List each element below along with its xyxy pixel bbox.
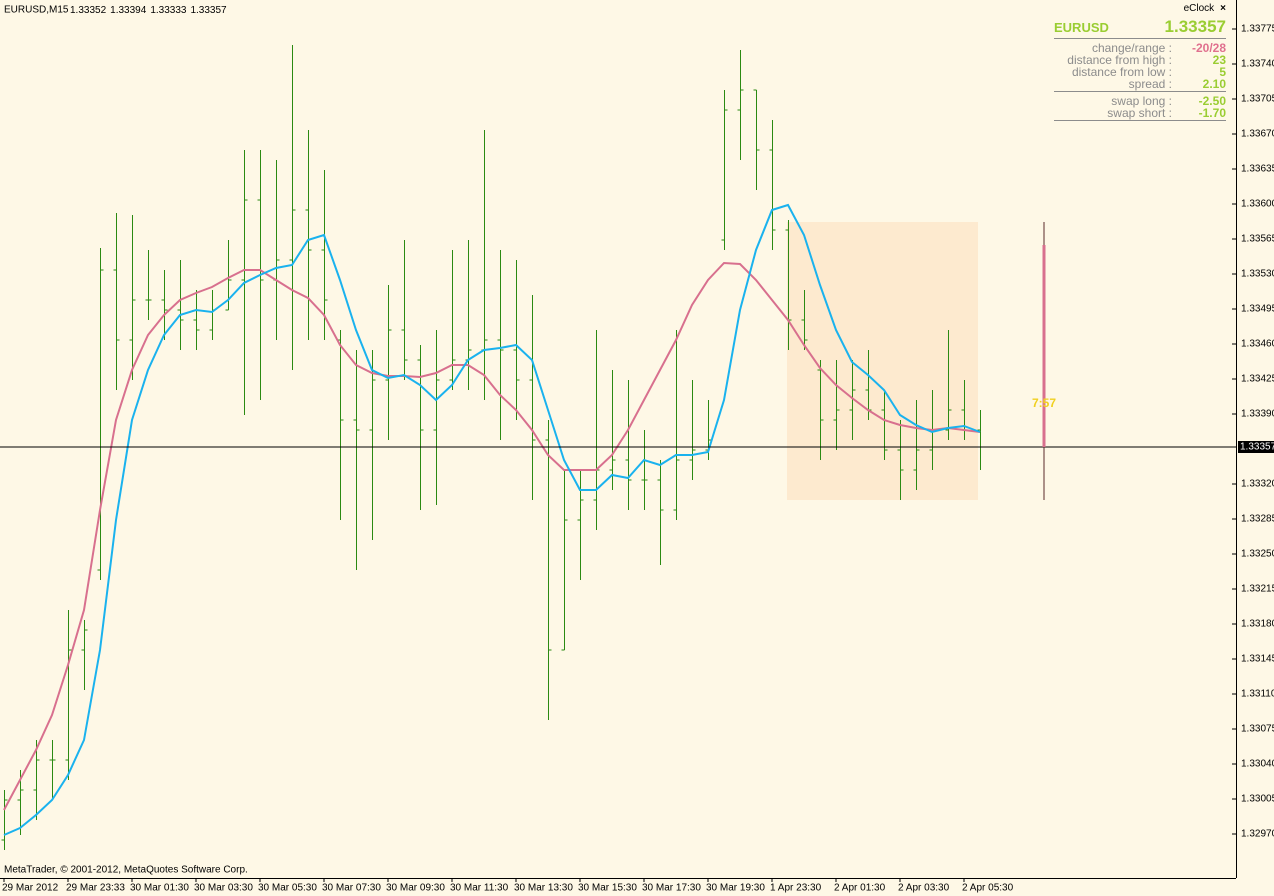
stat-value: -20/28 <box>1191 41 1226 55</box>
moving-average <box>3 203 981 836</box>
moving-average <box>3 261 981 811</box>
x-tick-label: 2 Apr 01:30 <box>834 883 886 894</box>
y-tick-label: 1.33600 <box>1241 199 1274 210</box>
stat-label: distance from low : <box>1071 65 1172 79</box>
y-tick-label: 1.33180 <box>1241 619 1274 630</box>
x-tick-label: 2 Apr 03:30 <box>898 883 950 894</box>
y-tick-label: 1.33425 <box>1241 374 1274 385</box>
y-tick-label: 1.32970 <box>1241 829 1274 840</box>
stat-row: distance from high : 23 <box>1054 54 1226 66</box>
y-tick-label: 1.33530 <box>1241 269 1274 280</box>
y-tick-label: 1.33005 <box>1241 794 1274 805</box>
y-tick-label: 1.33110 <box>1241 689 1274 700</box>
quote-value: 1.33357 <box>190 5 227 16</box>
x-tick-label: 30 Mar 07:30 <box>322 883 381 894</box>
x-tick-label: 1 Apr 23:30 <box>770 883 822 894</box>
swap-row: swap long : -2.50 <box>1054 95 1226 107</box>
close-button[interactable]: × <box>1220 3 1226 14</box>
swap-value: -1.70 <box>1198 106 1226 120</box>
x-tick-label: 30 Mar 11:30 <box>450 883 509 894</box>
eclock-title: eClock <box>1183 3 1215 14</box>
stat-value: 5 <box>1219 65 1226 79</box>
chart-symbol: EURUSD,M15 <box>4 5 69 16</box>
y-tick-label: 1.33145 <box>1241 654 1274 665</box>
y-tick-label: 1.33215 <box>1241 584 1274 595</box>
swap-value: -2.50 <box>1198 94 1226 108</box>
eclock-symbol-row: EURUSD 1.33357 <box>1054 17 1226 39</box>
stat-row: spread : 2.10 <box>1054 78 1226 90</box>
y-tick-label: 1.33775 <box>1241 24 1274 35</box>
stat-label: distance from high : <box>1067 53 1172 67</box>
x-tick-label: 30 Mar 01:30 <box>130 883 189 894</box>
eclock-price: 1.33357 <box>1164 17 1226 36</box>
eclock-header: eClock × <box>1054 3 1226 17</box>
quote-value: 1.33333 <box>150 5 187 16</box>
x-tick-label: 30 Mar 03:30 <box>194 883 253 894</box>
footer: MetaTrader, © 2001-2012, MetaQuotes Soft… <box>4 865 248 876</box>
stat-value: 2.10 <box>1202 77 1226 91</box>
swap-label: swap long : <box>1111 94 1172 108</box>
x-tick-label: 30 Mar 19:30 <box>706 883 765 894</box>
x-tick-label: 30 Mar 17:30 <box>642 883 701 894</box>
timer: 7:57 <box>1032 396 1056 410</box>
stat-row: distance from low : 5 <box>1054 66 1226 78</box>
day-bar-body <box>1042 245 1046 447</box>
quote-value: 1.33394 <box>110 5 147 16</box>
x-tick-label: 2 Apr 05:30 <box>962 883 1014 894</box>
y-tick-label: 1.33705 <box>1241 94 1274 105</box>
quote-line: 1.33352 1.33394 1.33333 1.33357 <box>70 5 227 16</box>
y-tick-label: 1.33390 <box>1241 409 1274 420</box>
swap-row: swap short : -1.70 <box>1054 107 1226 119</box>
x-tick-label: 30 Mar 09:30 <box>386 883 445 894</box>
stat-label: change/range : <box>1091 41 1172 55</box>
x-tick-label: 29 Mar 23:33 <box>66 883 125 894</box>
y-tick-label: 1.33740 <box>1241 59 1274 70</box>
range-box <box>787 222 978 500</box>
y-tick-label: 1.33670 <box>1241 129 1274 140</box>
y-tick-label: 1.33075 <box>1241 724 1274 735</box>
quote-value: 1.33352 <box>70 5 107 16</box>
eclock-stats: change/range : -20/28 distance from high … <box>1054 39 1226 92</box>
y-tick-label: 1.33460 <box>1241 339 1274 350</box>
price-label-bg <box>1238 441 1274 453</box>
eclock-symbol: EURUSD <box>1054 20 1109 35</box>
eclock-swaps: swap long : -2.50 swap short : -1.70 <box>1054 92 1226 121</box>
y-tick-label: 1.33040 <box>1241 759 1274 770</box>
x-tick-label: 30 Mar 15:30 <box>578 883 637 894</box>
y-tick-label: 1.33285 <box>1241 514 1274 525</box>
y-tick-label: 1.33495 <box>1241 304 1274 315</box>
y-tick-label: 1.33320 <box>1241 479 1274 490</box>
y-tick-label: 1.33565 <box>1241 234 1274 245</box>
y-tick-label: 1.33250 <box>1241 549 1274 560</box>
x-tick-label: 30 Mar 05:30 <box>258 883 317 894</box>
stat-label: spread : <box>1128 77 1172 91</box>
price-label: 1.33357 <box>1240 442 1274 453</box>
x-tick-label: 29 Mar 2012 <box>2 883 59 894</box>
eclock-panel: eClock × EURUSD 1.33357 change/range : -20/… <box>1054 3 1226 121</box>
y-tick-label: 1.33635 <box>1241 164 1274 175</box>
stat-value: 23 <box>1212 53 1226 67</box>
swap-label: swap short : <box>1107 106 1172 120</box>
x-tick-label: 30 Mar 13:30 <box>514 883 573 894</box>
stat-row: change/range : -20/28 <box>1054 42 1226 54</box>
